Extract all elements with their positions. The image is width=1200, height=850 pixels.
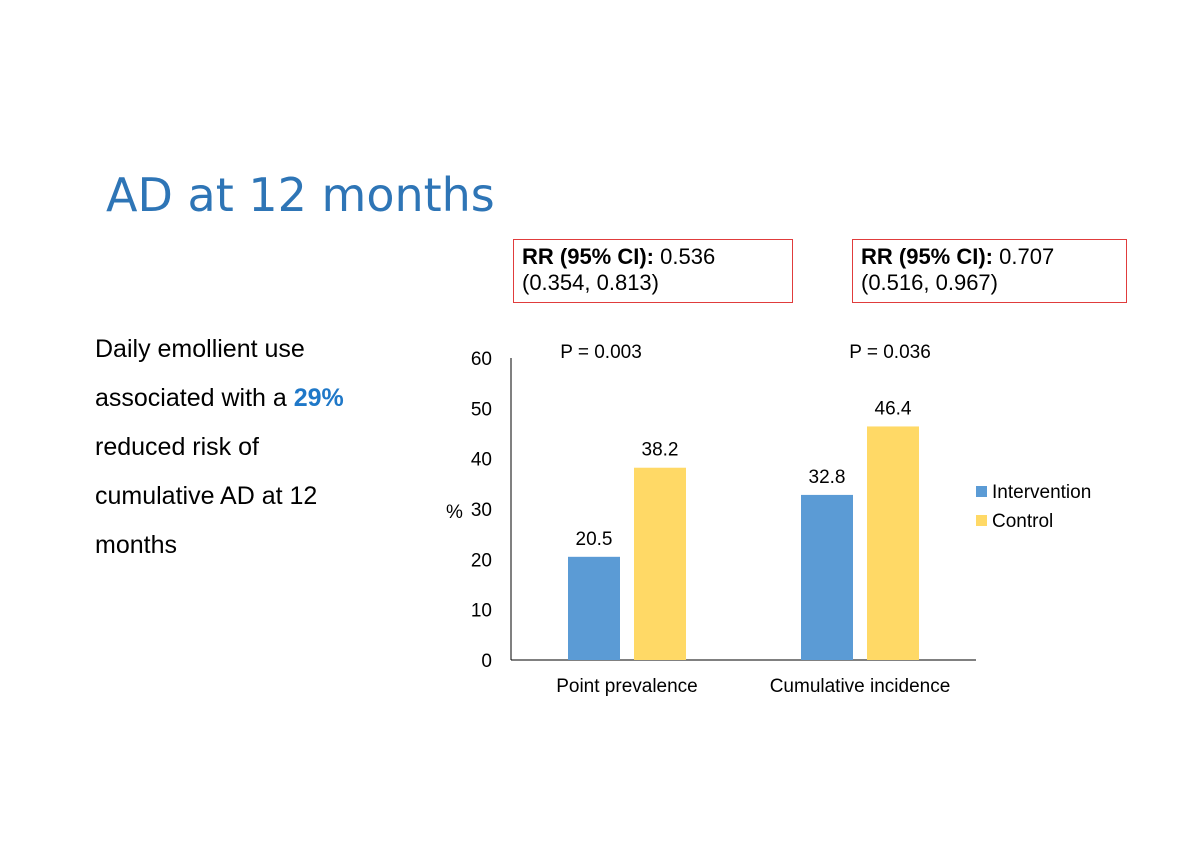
- legend-label: Control: [992, 511, 1053, 532]
- bar-control-0: [634, 467, 686, 660]
- y-tick-label: 60: [471, 349, 492, 370]
- p-value-annotation: P = 0.003: [560, 342, 642, 363]
- data-label: 32.8: [809, 467, 846, 488]
- bar-intervention-0: [568, 556, 620, 660]
- y-tick-label: 50: [471, 399, 492, 420]
- data-label: 46.4: [875, 398, 912, 419]
- legend-swatch-control: [976, 515, 987, 526]
- body-text: Daily emollient use associated with a 29…: [95, 325, 425, 570]
- y-tick-label: 10: [471, 601, 492, 622]
- bar-control-1: [867, 426, 919, 660]
- rr-value: 0.536: [660, 244, 716, 269]
- y-tick-label: 20: [471, 550, 492, 571]
- y-tick-label: 30: [471, 500, 492, 521]
- body-line: months: [95, 531, 177, 559]
- rr-box-point-prevalence: RR (95% CI): 0.536 (0.354, 0.813): [513, 239, 793, 303]
- rr-ci: (0.516, 0.967): [861, 270, 998, 295]
- rr-label: RR (95% CI):: [522, 244, 655, 269]
- highlight-percent: 29%: [293, 384, 344, 412]
- bar-intervention-1: [801, 494, 853, 660]
- body-line: reduced risk of: [95, 433, 259, 461]
- x-tick-label: Point prevalence: [556, 676, 698, 697]
- body-line-text: associated with a: [95, 384, 287, 412]
- legend-label: Intervention: [992, 482, 1091, 503]
- body-line: associated with a 29%: [95, 374, 425, 423]
- rr-ci: (0.354, 0.813): [522, 270, 659, 295]
- legend-swatch-intervention: [976, 486, 987, 497]
- x-tick-label: Cumulative incidence: [770, 676, 951, 697]
- y-tick-label: 0: [481, 651, 492, 672]
- body-line: cumulative AD at 12: [95, 482, 318, 510]
- y-axis-label: %: [446, 502, 463, 523]
- y-tick-label: 40: [471, 450, 492, 471]
- p-value-annotation: P = 0.036: [849, 342, 931, 363]
- body-line: Daily emollient use: [95, 335, 305, 363]
- rr-box-cumulative-incidence: RR (95% CI): 0.707 (0.516, 0.967): [852, 239, 1127, 303]
- data-label: 20.5: [576, 529, 613, 550]
- rr-value: 0.707: [999, 244, 1055, 269]
- data-label: 38.2: [642, 440, 679, 461]
- slide-title: AD at 12 months: [106, 168, 495, 222]
- rr-label: RR (95% CI):: [861, 244, 994, 269]
